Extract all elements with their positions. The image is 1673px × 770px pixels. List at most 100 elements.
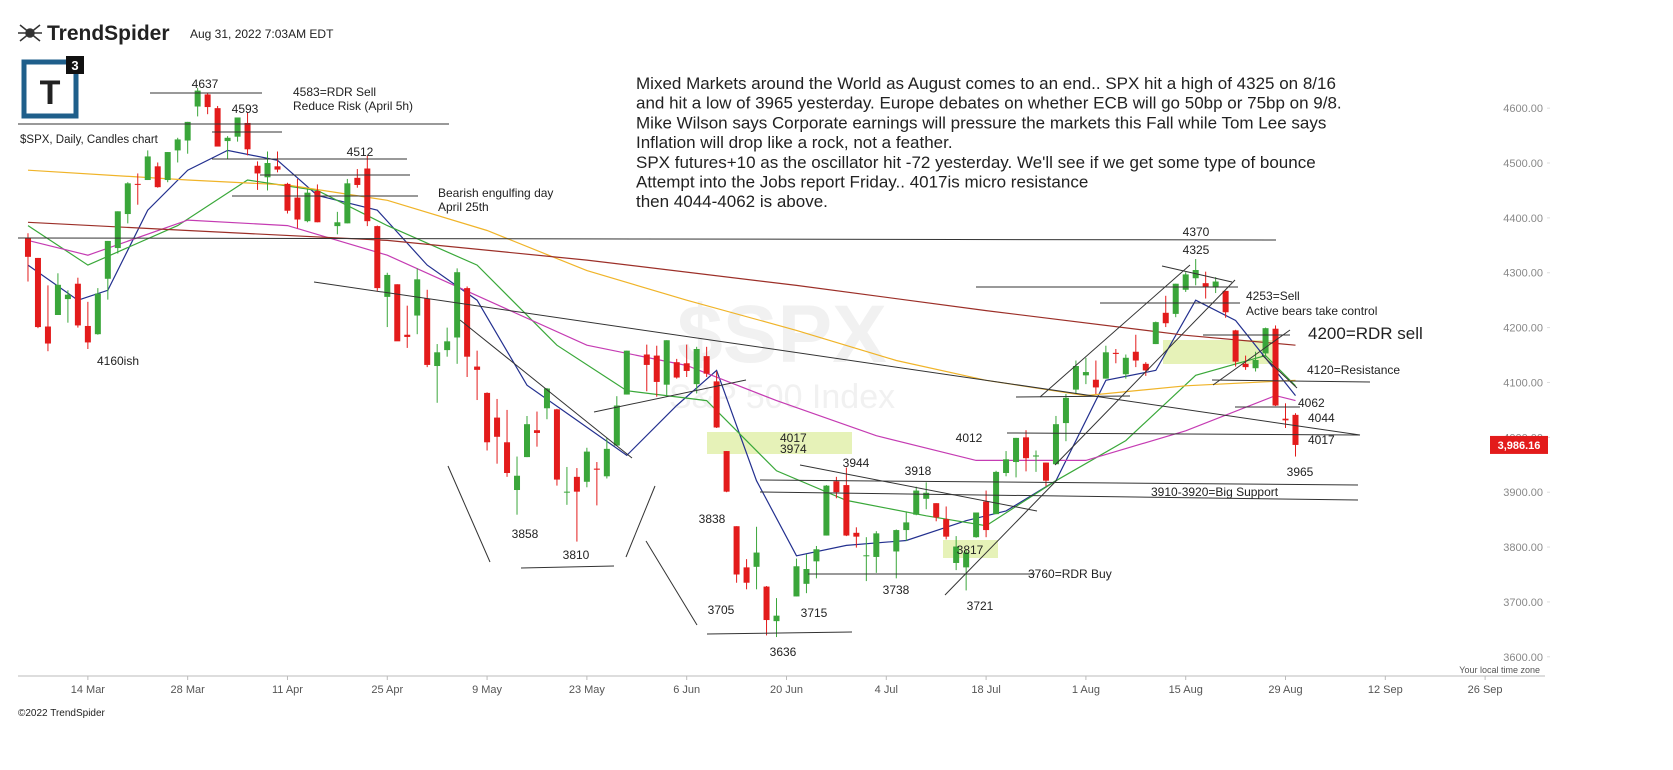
commentary-line: and hit a low of 3965 yesterday. Europe …	[636, 94, 1342, 113]
candle-body	[244, 122, 251, 150]
annotation: 3705	[708, 603, 735, 617]
candle-body	[1222, 290, 1229, 313]
candle-body	[254, 165, 261, 174]
candle-body	[853, 532, 860, 537]
annotation: Reduce Risk (April 5h)	[293, 99, 413, 113]
t3-logo: T 3	[21, 56, 84, 119]
candle-body	[274, 166, 281, 170]
x-tick-label: 6 Jun	[673, 684, 700, 696]
candle-body	[364, 168, 371, 222]
candle-body	[1182, 274, 1189, 290]
candle-body	[773, 615, 780, 622]
candle-body	[194, 90, 201, 107]
annotation: 4593	[232, 102, 259, 116]
annotation: 3918	[905, 464, 932, 478]
candle-body	[643, 354, 650, 365]
candle-body	[474, 366, 481, 370]
x-tick-label: 12 Sep	[1368, 684, 1403, 696]
y-tick-label: 3600.00	[1503, 652, 1543, 664]
candle-body	[1122, 357, 1129, 375]
copyright: ©2022 TrendSpider	[18, 708, 106, 719]
annotation: 4512	[347, 145, 374, 159]
x-tick-label: 23 May	[569, 684, 606, 696]
annotation: 3910-3920=Big Support	[1151, 485, 1279, 499]
annotation: 4637	[192, 77, 219, 91]
x-tick-label: 15 Aug	[1169, 684, 1203, 696]
candle-body	[963, 552, 970, 568]
chart-title: $SPX, Daily, Candles chart	[20, 134, 159, 146]
timestamp: Aug 31, 2022 7:03AM EDT	[190, 27, 334, 41]
candle-body	[94, 293, 101, 335]
drawings	[17, 92, 1371, 635]
candle-body	[184, 121, 191, 141]
candle-body	[1033, 455, 1039, 457]
commentary-line: then 4044-4062 is above.	[636, 192, 828, 211]
candle-body	[833, 481, 840, 493]
annotation: 3760=RDR Buy	[1028, 567, 1112, 581]
x-tick-label: 26 Sep	[1468, 684, 1503, 696]
candle-body	[1062, 397, 1069, 424]
commentary-line: SPX futures+10 as the oscillator hit -72…	[636, 153, 1316, 172]
y-tick-label: 4300.00	[1503, 268, 1543, 280]
candle-body	[653, 355, 660, 382]
candle-body	[494, 417, 501, 437]
annotation: 4160ish	[97, 354, 139, 368]
annotation: 3721	[967, 599, 994, 613]
annotation: 3817	[957, 543, 984, 557]
candle-body	[34, 257, 41, 328]
candle-body	[1212, 281, 1219, 288]
candle-body	[763, 586, 770, 621]
candle-body	[234, 117, 241, 137]
candle-body	[454, 272, 461, 338]
candle-body	[693, 349, 700, 385]
candle-body	[823, 485, 830, 536]
annotation: 4044	[1308, 411, 1335, 425]
candle-body	[623, 350, 630, 395]
candle-body	[753, 552, 760, 567]
annotation: 4017	[780, 431, 807, 445]
candle-body	[404, 334, 411, 337]
y-tick-label: 3900.00	[1503, 487, 1543, 499]
commentary-line: Attempt into the Jobs report Friday.. 40…	[636, 173, 1088, 192]
candle-body	[1142, 363, 1149, 371]
x-tick-label: 9 May	[472, 684, 502, 696]
candle-body	[1082, 372, 1089, 376]
annotation: 4120=Resistance	[1307, 363, 1400, 377]
candle-body	[1042, 462, 1049, 481]
candle-body	[1232, 330, 1239, 362]
candle-body	[464, 288, 471, 357]
candle-body	[843, 485, 850, 536]
moving-average-line	[27, 219, 1296, 461]
candle-body	[84, 325, 91, 343]
candle-body	[484, 392, 491, 443]
candle-body	[1252, 359, 1259, 369]
y-tick-label: 3700.00	[1503, 597, 1543, 609]
candle-body	[1242, 363, 1249, 368]
candle-body	[1202, 283, 1209, 287]
candle-body	[613, 405, 620, 446]
candle-body	[1092, 379, 1099, 388]
candle-body	[144, 156, 151, 181]
candle-body	[873, 533, 880, 557]
candle-body	[1112, 352, 1119, 354]
logo-digit: 3	[71, 58, 78, 73]
candle-body	[54, 284, 61, 315]
candle-body	[673, 362, 680, 378]
candle-body	[224, 137, 231, 142]
moving-average-line	[27, 149, 1296, 557]
candle-body	[64, 294, 71, 300]
candle-body	[514, 475, 521, 491]
x-tick-label: 14 Mar	[71, 684, 106, 696]
x-tick-label: 1 Aug	[1072, 684, 1100, 696]
x-tick-label: 25 Apr	[371, 684, 403, 696]
candle-body	[124, 183, 131, 215]
candle-body	[913, 490, 920, 515]
candle-body	[943, 519, 950, 537]
candle-body	[294, 197, 301, 220]
timezone-note: Your local time zone	[1459, 665, 1540, 675]
candle-body	[1132, 351, 1139, 361]
x-tick-label: 29 Aug	[1268, 684, 1302, 696]
candle-body	[104, 240, 111, 279]
y-tick-label: 4100.00	[1503, 377, 1543, 389]
